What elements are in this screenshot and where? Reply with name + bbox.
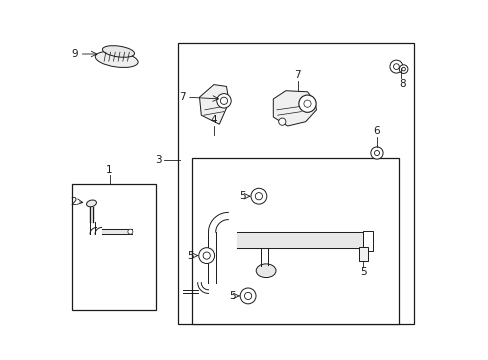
Text: 6: 6 xyxy=(373,126,380,136)
Circle shape xyxy=(278,118,285,125)
Polygon shape xyxy=(199,85,228,124)
Text: 3: 3 xyxy=(155,155,162,165)
Bar xyxy=(178,43,413,324)
Text: 9: 9 xyxy=(71,49,78,59)
Text: 2: 2 xyxy=(70,197,76,207)
Text: 4: 4 xyxy=(210,115,217,125)
Circle shape xyxy=(244,292,251,300)
Text: 8: 8 xyxy=(398,79,405,89)
Circle shape xyxy=(220,97,227,104)
Bar xyxy=(192,158,399,324)
Circle shape xyxy=(250,188,266,204)
Circle shape xyxy=(389,60,402,73)
Text: 1: 1 xyxy=(106,165,113,175)
Circle shape xyxy=(374,150,379,156)
Circle shape xyxy=(127,229,133,234)
Circle shape xyxy=(401,67,405,71)
Circle shape xyxy=(303,100,310,107)
Text: 5: 5 xyxy=(187,251,194,261)
Ellipse shape xyxy=(95,51,138,67)
Circle shape xyxy=(399,65,407,73)
Circle shape xyxy=(216,94,231,108)
Text: 5: 5 xyxy=(239,191,246,201)
Ellipse shape xyxy=(256,264,275,278)
Bar xyxy=(358,247,367,261)
Text: 5: 5 xyxy=(359,267,366,278)
Bar xyxy=(362,231,372,251)
Bar xyxy=(72,184,156,310)
Circle shape xyxy=(298,95,316,112)
Polygon shape xyxy=(273,91,316,126)
Ellipse shape xyxy=(102,46,134,57)
Text: 5: 5 xyxy=(228,291,235,301)
Circle shape xyxy=(199,248,214,264)
Circle shape xyxy=(370,147,382,159)
Ellipse shape xyxy=(86,200,96,207)
Circle shape xyxy=(255,193,262,200)
Text: 7: 7 xyxy=(179,92,186,102)
Circle shape xyxy=(240,288,256,304)
Text: 7: 7 xyxy=(294,70,301,80)
Circle shape xyxy=(203,252,210,259)
Circle shape xyxy=(393,64,399,69)
